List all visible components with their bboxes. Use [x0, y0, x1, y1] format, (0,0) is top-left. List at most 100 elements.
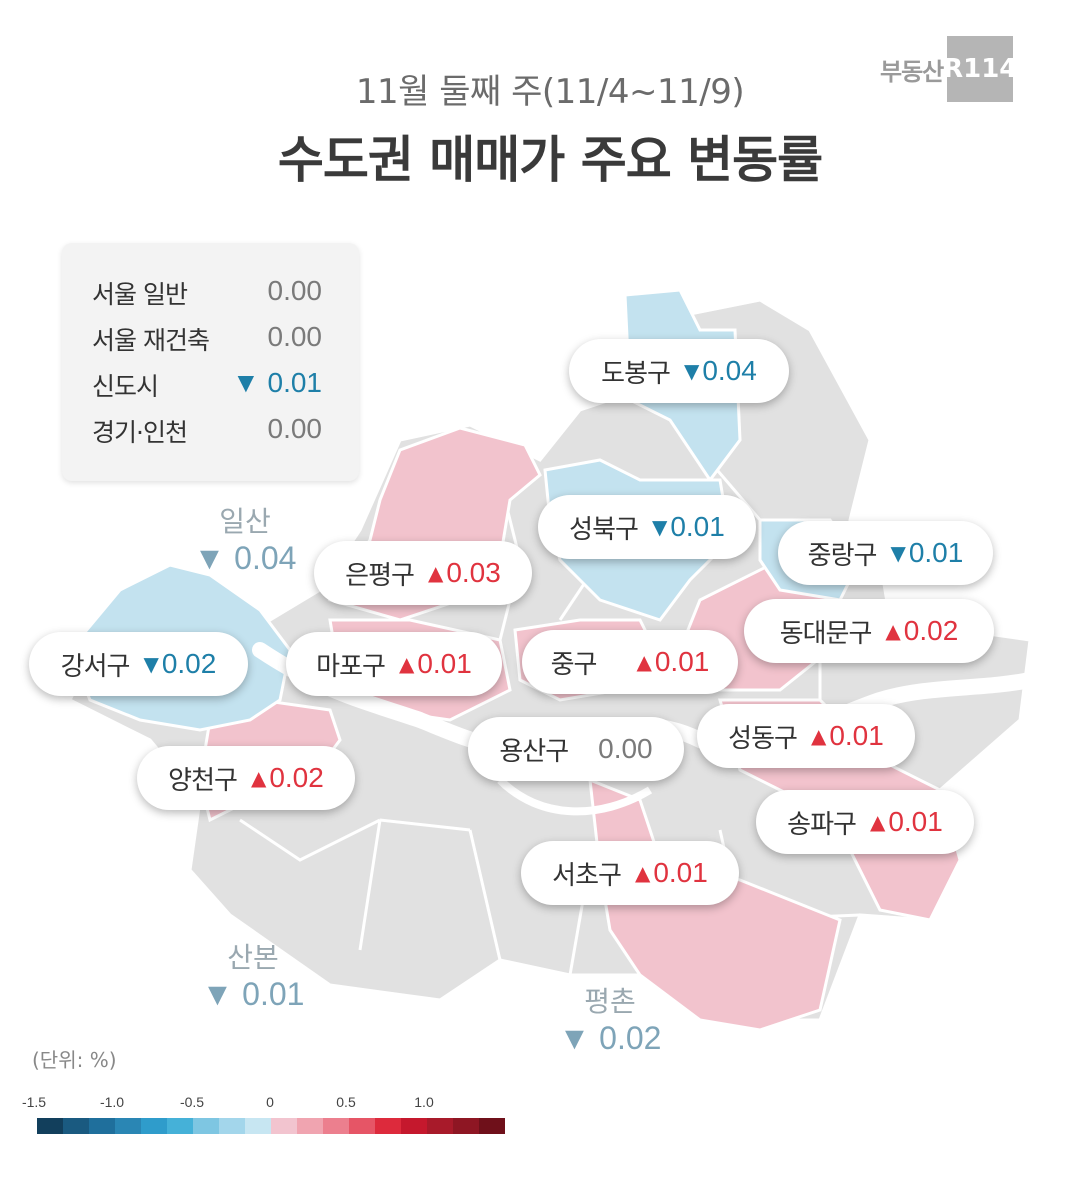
trend-arrow-icon: ▲ — [636, 650, 651, 674]
legend-swatch — [193, 1118, 219, 1134]
subtitle: 11월 둘째 주(11/4~11/9) — [355, 72, 745, 112]
page-title: 수도권 매매가 주요 변동률 — [277, 131, 823, 189]
legend-tick: -0.5 — [179, 1094, 205, 1110]
district-name: 성북구 — [569, 514, 639, 545]
legend-swatch — [63, 1118, 89, 1134]
district-value: 0.01 — [417, 648, 472, 679]
logo-mark: R114 — [943, 36, 1017, 102]
city-name: 평촌 — [584, 985, 636, 1018]
legend-swatch — [375, 1118, 401, 1134]
legend-swatch — [349, 1118, 375, 1134]
summary-row-gyeonggi-incheon: 경기·인천 0.00 — [92, 413, 322, 453]
district-label-dobong: 도봉구 ▼ 0.04 — [569, 339, 789, 403]
trend-arrow-icon: ▼ — [683, 359, 699, 383]
legend-swatch — [427, 1118, 453, 1134]
district-label-dongdaemun: 동대문구 ▲ 0.02 — [744, 599, 994, 663]
han-river-bend — [497, 777, 653, 816]
legend-swatch — [115, 1118, 141, 1134]
city-value: ▼ 0.04 — [193, 540, 297, 576]
legend-swatch — [245, 1118, 271, 1134]
summary-value: 0.00 — [267, 321, 323, 352]
trend-arrow-icon: ▼ — [651, 515, 667, 539]
unit-label: (단위: %) — [32, 1048, 117, 1072]
legend-color-scale — [37, 1118, 505, 1134]
summary-row-seoul-reconstruction: 서울 재건축 0.00 — [92, 321, 322, 361]
trend-arrow-icon: ▲ — [427, 561, 443, 585]
trend-arrow-icon: ▲ — [250, 766, 266, 790]
district-name: 성동구 — [728, 723, 798, 754]
trend-arrow-icon: ▲ — [869, 810, 885, 834]
legend-swatch — [453, 1118, 479, 1134]
district-label-eunpyeong: 은평구 ▲ 0.03 — [314, 541, 532, 605]
district-value: 0.01 — [654, 646, 710, 677]
district-label-yangcheon: 양천구 ▲ 0.02 — [137, 746, 355, 810]
district-name: 송파구 — [787, 809, 857, 840]
district-name: 서초구 — [552, 860, 622, 891]
district-label-jungnang: 중랑구 ▼ 0.01 — [778, 521, 993, 585]
district-value: 0.02 — [269, 762, 324, 793]
district-label-songpa: 송파구 ▲ 0.01 — [756, 790, 974, 854]
trend-arrow-icon: ▲ — [810, 724, 826, 748]
city-value: ▼ 0.02 — [558, 1020, 662, 1056]
summary-value: 0.00 — [267, 275, 323, 306]
trend-arrow-icon: ▲ — [398, 652, 414, 676]
district-value: 0.01 — [888, 806, 943, 837]
trend-arrow-icon: ▼ — [143, 652, 158, 676]
district-value: 0.04 — [702, 355, 757, 386]
district-value: 0.03 — [446, 557, 501, 588]
city-name: 산본 — [227, 941, 279, 974]
district-label-seocho: 서초구 ▲ 0.01 — [521, 841, 739, 905]
district-value: 0.02 — [903, 615, 959, 646]
city-label-sanbon: 산본 ▼ 0.01 — [188, 936, 318, 1013]
legend-swatch — [271, 1118, 297, 1134]
summary-label: 경기·인천 — [92, 418, 188, 447]
district-label-yongsan: 용산구 0.00 — [468, 717, 684, 781]
legend-tick: 0.5 — [336, 1094, 356, 1110]
summary-value: ▼ 0.01 — [232, 367, 322, 398]
legend-swatch — [167, 1118, 193, 1134]
summary-row-new-towns: 신도시 ▼ 0.01 — [92, 367, 322, 407]
legend-swatch — [401, 1118, 427, 1134]
trend-arrow-icon: ▼ — [890, 541, 905, 565]
summary-row-seoul-general: 서울 일반 0.00 — [92, 275, 322, 315]
district-label-jung: 중구 ▲ 0.01 — [522, 630, 738, 694]
legend-ticks: -1.5 -1.0 -0.5 0 0.5 1.0 — [20, 1094, 540, 1114]
district-value: 0.01 — [670, 511, 725, 542]
summary-panel: 서울 일반 0.00 서울 재건축 0.00 신도시 ▼ 0.01 경기·인천 … — [62, 243, 359, 481]
district-label-seongbuk: 성북구 ▼ 0.01 — [538, 495, 756, 559]
district-value: 0.01 — [653, 857, 708, 888]
summary-label: 서울 일반 — [92, 280, 188, 309]
city-value: ▼ 0.01 — [201, 976, 305, 1012]
district-label-seongdong: 성동구 ▲ 0.01 — [697, 704, 915, 768]
legend-tick: -1.5 — [21, 1094, 47, 1110]
district-label-mapo: 마포구 ▲ 0.01 — [286, 632, 502, 696]
district-label-gangseo: 강서구 ▼ 0.02 — [29, 632, 248, 696]
district-name: 마포구 — [316, 651, 386, 682]
district-value: 0.00 — [598, 733, 653, 764]
city-label-ilsan: 일산 ▼ 0.04 — [180, 500, 310, 577]
city-label-pyeongchon: 평촌 ▼ 0.02 — [545, 980, 675, 1057]
district-name: 양천구 — [168, 765, 238, 796]
legend-swatch — [37, 1118, 63, 1134]
district-name: 중구 — [550, 649, 598, 680]
legend-tick: 0 — [266, 1094, 274, 1110]
legend-swatch — [89, 1118, 115, 1134]
legend-swatch — [297, 1118, 323, 1134]
legend-swatch — [141, 1118, 167, 1134]
legend-tick: -1.0 — [99, 1094, 125, 1110]
legend-swatch — [323, 1118, 349, 1134]
legend-swatch — [479, 1118, 505, 1134]
brand-logo: 부동산 R114 — [880, 36, 1017, 102]
trend-arrow-icon: ▲ — [885, 619, 900, 643]
district-name: 동대문구 — [779, 618, 873, 649]
legend-tick: 1.0 — [414, 1094, 434, 1110]
district-value: 0.01 — [908, 537, 964, 568]
summary-value: 0.00 — [267, 413, 323, 444]
district-value: 0.02 — [161, 648, 217, 679]
district-name: 용산구 — [499, 736, 569, 767]
logo-text: 부동산 — [880, 57, 944, 86]
district-name: 도봉구 — [601, 358, 671, 389]
city-name: 일산 — [219, 505, 271, 538]
summary-label: 신도시 — [92, 372, 159, 401]
